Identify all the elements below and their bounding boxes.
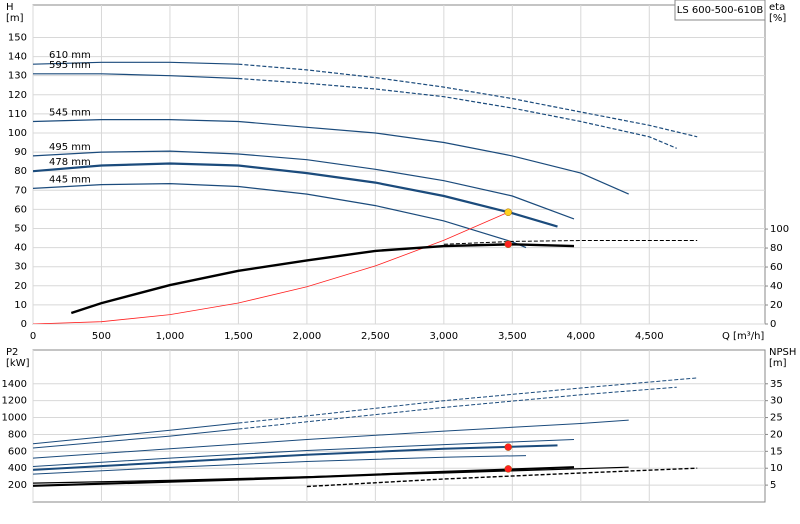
x-tick-label: 500 (92, 331, 111, 342)
y-tick-label: 1400 (2, 379, 27, 390)
curve (33, 182, 527, 249)
x-tick-label: 1,500 (224, 331, 253, 342)
curve (238, 377, 698, 424)
y-axis-label: P2 (6, 347, 18, 358)
curve (238, 77, 677, 149)
curve (33, 150, 575, 220)
y2-tick-label: 10 (770, 463, 783, 474)
curve (33, 419, 629, 459)
y-axis-unit: [m] (6, 13, 24, 24)
y-axis-unit: [kW] (6, 358, 30, 369)
y-tick-label: 90 (14, 147, 27, 158)
x-axis-label: Q [m³/h] (722, 331, 764, 342)
y-tick-label: 40 (14, 243, 27, 254)
title-box (674, 0, 766, 21)
y2-axis-label: eta (769, 2, 785, 13)
x-tick-label: 0 (30, 331, 36, 342)
plot-area (32, 349, 766, 503)
y-tick-label: 140 (8, 52, 27, 63)
curve (33, 73, 239, 80)
curve (33, 422, 239, 445)
x-tick-label: 3,000 (430, 331, 459, 342)
y2-axis-label: NPSH (769, 347, 796, 358)
y2-tick-label: 20 (770, 300, 783, 311)
y-tick-label: 200 (8, 480, 27, 491)
x-tick-label: 4,000 (566, 331, 595, 342)
y-tick-label: 10 (14, 300, 27, 311)
curve-label: 445 mm (49, 174, 91, 185)
y2-tick-label: 100 (770, 224, 789, 235)
y2-tick-label: 15 (770, 446, 783, 457)
y2-tick-label: 30 (770, 396, 783, 407)
y2-tick-label: 5 (770, 480, 776, 491)
operating-point (504, 443, 512, 451)
y2-tick-label: 35 (770, 379, 783, 390)
curve (33, 444, 558, 471)
y-tick-label: 20 (14, 281, 27, 292)
y2-tick-label: 0 (770, 319, 776, 330)
operating-point (504, 240, 512, 248)
y-tick-label: 130 (8, 71, 27, 82)
y2-axis-unit: [m] (769, 358, 787, 369)
curve (33, 439, 575, 467)
curve (70, 243, 575, 315)
y-tick-label: 1200 (2, 396, 27, 407)
curve (33, 119, 629, 195)
curve (33, 61, 239, 65)
operating-point (504, 208, 512, 217)
y2-axis-unit: [%] (769, 13, 786, 24)
x-tick-label: 4,500 (635, 331, 664, 342)
y2-tick-label: 25 (770, 413, 783, 424)
curve (33, 455, 527, 475)
curve-label: 478 mm (49, 157, 91, 168)
operating-point (504, 465, 512, 473)
y-tick-label: 120 (8, 90, 27, 101)
y-tick-label: 60 (14, 204, 27, 215)
curve-label: 545 mm (49, 108, 91, 119)
y-tick-label: 600 (8, 446, 27, 457)
y-tick-label: 400 (8, 463, 27, 474)
y2-tick-label: 60 (770, 262, 783, 273)
y-tick-label: 50 (14, 223, 27, 234)
y-tick-label: 80 (14, 166, 27, 177)
curve-label: 595 mm (49, 60, 91, 71)
x-tick-label: 2,500 (361, 331, 390, 342)
curve (238, 63, 698, 138)
curve (443, 240, 698, 245)
y-tick-label: 800 (8, 429, 27, 440)
x-tick-label: 1,000 (156, 331, 185, 342)
y-tick-label: 30 (14, 262, 27, 273)
x-tick-label: 3,500 (498, 331, 527, 342)
y-tick-label: 0 (21, 319, 27, 330)
curve (33, 428, 239, 449)
y2-tick-label: 80 (770, 243, 783, 254)
y-tick-label: 70 (14, 185, 27, 196)
y-axis-label: H (6, 2, 14, 13)
y-tick-label: 100 (8, 128, 27, 139)
curve-label: 495 mm (49, 142, 91, 153)
y-tick-label: 1000 (2, 413, 27, 424)
chart-title: LS 600-500-610B (677, 5, 764, 16)
curve (238, 386, 677, 430)
curve (306, 467, 698, 488)
curve (33, 162, 558, 228)
y2-tick-label: 20 (770, 429, 783, 440)
y2-tick-label: 40 (770, 281, 783, 292)
x-tick-label: 2,000 (293, 331, 322, 342)
curve-label: 610 mm (49, 50, 91, 61)
y-tick-label: 110 (8, 109, 27, 120)
curve (33, 211, 509, 324)
y-tick-label: 150 (8, 32, 27, 43)
